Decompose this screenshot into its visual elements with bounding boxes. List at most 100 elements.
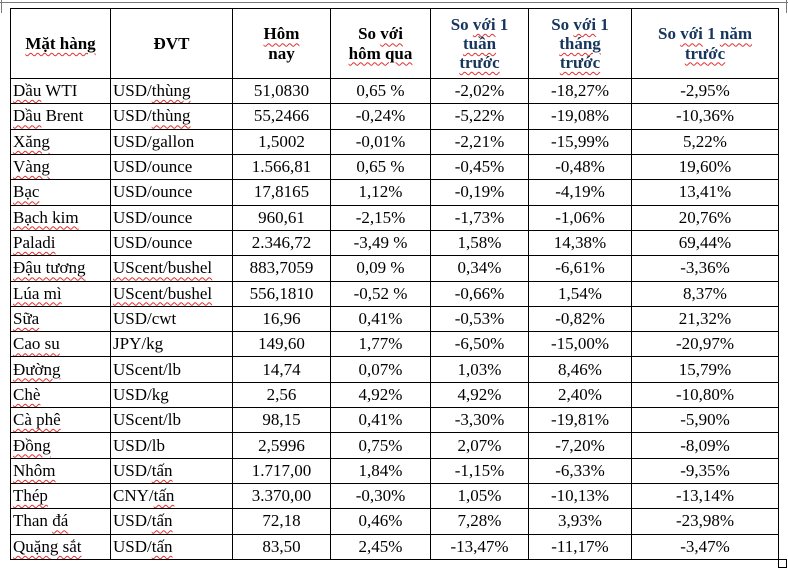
cell-vs-1-year[interactable]: -5,90% [631, 407, 779, 434]
cell-commodity-name[interactable]: Bạch kim [10, 204, 111, 231]
cell-vs-1-week[interactable]: -2,21% [430, 128, 529, 155]
cell-vs-1-month[interactable]: 1,54% [528, 280, 632, 307]
cell-vs-1-year[interactable]: -23,98% [631, 508, 779, 535]
cell-commodity-name[interactable]: Dầu WTI [10, 77, 111, 105]
cell-commodity-name[interactable]: Sữa [10, 305, 111, 333]
cell-vs-1-month[interactable]: -19,08% [528, 103, 632, 130]
cell-commodity-name[interactable]: Vàng [10, 153, 111, 181]
cell-vs-1-week[interactable]: -0,66% [430, 280, 529, 307]
cell-vs-1-month[interactable]: 2,40% [528, 381, 632, 409]
cell-vs-1-week[interactable]: -1,73% [430, 204, 529, 231]
cell-unit[interactable]: CNY/tấn [110, 482, 233, 510]
cell-unit[interactable]: JPY/kg [110, 331, 233, 358]
cell-vs-yesterday[interactable]: 0,46% [330, 508, 431, 535]
cell-today[interactable]: 83,50 [232, 533, 331, 561]
cell-vs-1-week[interactable]: -13,47% [430, 533, 529, 561]
cell-vs-1-week[interactable]: 1,58% [430, 229, 529, 257]
cell-today[interactable]: 17,8165 [232, 179, 331, 206]
cell-vs-yesterday[interactable]: 2,45% [330, 533, 431, 561]
cell-commodity-name[interactable]: Cao su [10, 331, 111, 358]
cell-unit[interactable]: USD/tấn [110, 533, 233, 561]
cell-vs-1-week[interactable]: -0,19% [430, 179, 529, 206]
cell-today[interactable]: 2.346,72 [232, 229, 331, 257]
header-cell-so-voi-1-thang[interactable]: So với 1 tháng trước [528, 8, 632, 79]
cell-vs-1-year[interactable]: -9,35% [631, 457, 779, 485]
cell-unit[interactable]: USD/ounce [110, 204, 233, 231]
cell-today[interactable]: 14,74 [232, 356, 331, 383]
cell-vs-yesterday[interactable]: -0,24% [330, 103, 431, 130]
cell-today[interactable]: 2,56 [232, 381, 331, 409]
cell-vs-yesterday[interactable]: 1,77% [330, 331, 431, 358]
cell-vs-1-week[interactable]: -3,30% [430, 407, 529, 434]
cell-vs-1-month[interactable]: -19,81% [528, 407, 632, 434]
cell-vs-yesterday[interactable]: 0,41% [330, 305, 431, 333]
header-cell-hom-nay[interactable]: Hôm nay [232, 8, 331, 79]
cell-vs-yesterday[interactable]: -2,15% [330, 204, 431, 231]
cell-unit[interactable]: USD/cwt [110, 305, 233, 333]
cell-vs-1-year[interactable]: 69,44% [631, 229, 779, 257]
cell-vs-1-month[interactable]: -15,99% [528, 128, 632, 155]
cell-vs-1-year[interactable]: 5,22% [631, 128, 779, 155]
cell-vs-yesterday[interactable]: 1,84% [330, 457, 431, 485]
cell-unit[interactable]: UScent/bushel [110, 255, 233, 282]
cell-vs-1-week[interactable]: -0,53% [430, 305, 529, 333]
cell-vs-yesterday[interactable]: 0,65 % [330, 77, 431, 105]
cell-vs-1-month[interactable]: -1,06% [528, 204, 632, 231]
table-resize-handle-icon[interactable] [778, 559, 787, 568]
cell-vs-1-week[interactable]: 1,03% [430, 356, 529, 383]
cell-today[interactable]: 3.370,00 [232, 482, 331, 510]
cell-unit[interactable]: USD/gallon [110, 128, 233, 155]
cell-vs-1-week[interactable]: -6,50% [430, 331, 529, 358]
cell-vs-1-month[interactable]: -6,33% [528, 457, 632, 485]
cell-vs-1-month[interactable]: -18,27% [528, 77, 632, 105]
cell-today[interactable]: 1,5002 [232, 128, 331, 155]
cell-vs-1-year[interactable]: 15,79% [631, 356, 779, 383]
cell-vs-1-year[interactable]: -20,97% [631, 331, 779, 358]
cell-vs-1-year[interactable]: -13,14% [631, 482, 779, 510]
cell-today[interactable]: 98,15 [232, 407, 331, 434]
cell-vs-1-month[interactable]: -15,00% [528, 331, 632, 358]
cell-unit[interactable]: USD/thùng [110, 77, 233, 105]
cell-vs-1-week[interactable]: 2,07% [430, 432, 529, 459]
cell-vs-1-year[interactable]: 13,41% [631, 179, 779, 206]
cell-today[interactable]: 1.566,81 [232, 153, 331, 181]
cell-vs-1-month[interactable]: -4,19% [528, 179, 632, 206]
cell-unit[interactable]: USD/ounce [110, 229, 233, 257]
cell-unit[interactable]: USD/thùng [110, 103, 233, 130]
cell-vs-yesterday[interactable]: -3,49 % [330, 229, 431, 257]
cell-vs-1-year[interactable]: -2,95% [631, 77, 779, 105]
cell-unit[interactable]: USD/lb [110, 432, 233, 459]
cell-vs-yesterday[interactable]: 0,41% [330, 407, 431, 434]
cell-commodity-name[interactable]: Dầu Brent [10, 103, 111, 130]
cell-vs-1-week[interactable]: 4,92% [430, 381, 529, 409]
cell-today[interactable]: 72,18 [232, 508, 331, 535]
cell-commodity-name[interactable]: Chè [10, 381, 111, 409]
cell-vs-1-month[interactable]: -0,82% [528, 305, 632, 333]
cell-unit[interactable]: USD/ounce [110, 153, 233, 181]
cell-vs-1-year[interactable]: -10,36% [631, 103, 779, 130]
cell-vs-yesterday[interactable]: 0,75% [330, 432, 431, 459]
cell-commodity-name[interactable]: Bạc [10, 179, 111, 206]
cell-commodity-name[interactable]: Cà phê [10, 407, 111, 434]
cell-today[interactable]: 149,60 [232, 331, 331, 358]
cell-vs-1-year[interactable]: 19,60% [631, 153, 779, 181]
cell-commodity-name[interactable]: Lúa mì [10, 280, 111, 307]
cell-commodity-name[interactable]: Quặng sắt [10, 533, 111, 561]
cell-vs-yesterday[interactable]: 0,07% [330, 356, 431, 383]
cell-unit[interactable]: USD/ounce [110, 179, 233, 206]
cell-today[interactable]: 51,0830 [232, 77, 331, 105]
cell-vs-1-week[interactable]: -1,15% [430, 457, 529, 485]
cell-unit[interactable]: UScent/lb [110, 356, 233, 383]
cell-vs-1-year[interactable]: -3,47% [631, 533, 779, 561]
cell-vs-1-year[interactable]: -10,80% [631, 381, 779, 409]
cell-vs-1-year[interactable]: -3,36% [631, 255, 779, 282]
cell-vs-1-week[interactable]: 0,34% [430, 255, 529, 282]
cell-today[interactable]: 2,5996 [232, 432, 331, 459]
cell-commodity-name[interactable]: Paladi [10, 229, 111, 257]
cell-commodity-name[interactable]: Đường [10, 356, 111, 383]
header-cell-so-voi-1-tuan[interactable]: So với 1 tuần trước [430, 8, 529, 79]
cell-vs-yesterday[interactable]: 4,92% [330, 381, 431, 409]
cell-unit[interactable]: UScent/lb [110, 407, 233, 434]
cell-vs-1-month[interactable]: -7,20% [528, 432, 632, 459]
cell-vs-1-month[interactable]: -11,17% [528, 533, 632, 561]
